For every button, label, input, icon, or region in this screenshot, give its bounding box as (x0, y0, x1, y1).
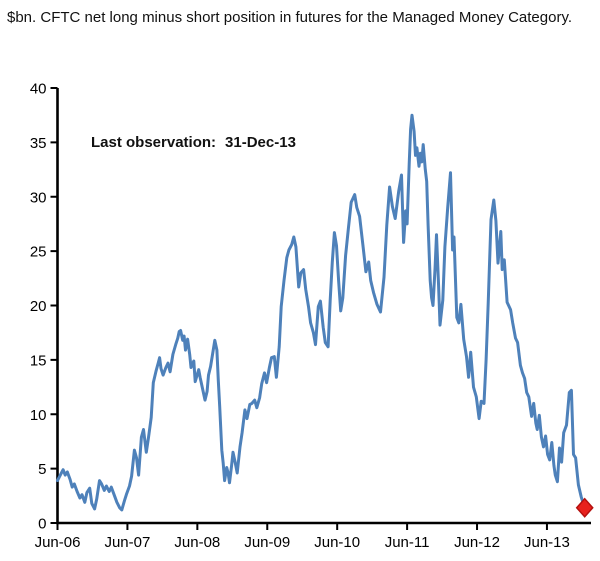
x-axis-ticks: Jun-06 Jun-07 Jun-08 Jun-09 Jun-10 Jun-11 Jun-… (35, 523, 570, 551)
y-tick-label: 15 (30, 352, 47, 369)
last-observation-annotation: Last observation: 31-Dec-13 (91, 134, 296, 151)
x-tick-label: Jun-13 (524, 534, 570, 551)
y-tick-label: 25 (30, 244, 47, 261)
last-observation-value: 31-Dec-13 (225, 134, 296, 151)
x-tick-label: Jun-09 (244, 534, 290, 551)
series-line (56, 113, 587, 512)
y-tick-label: 5 (38, 461, 46, 478)
y-tick-label: 35 (30, 135, 47, 152)
x-tick-label: Jun-07 (104, 534, 150, 551)
last-observation-label: Last observation: (91, 134, 217, 151)
axis-lines (56, 88, 591, 525)
y-tick-label: 40 (30, 81, 47, 98)
x-tick-label: Jun-12 (454, 534, 500, 551)
y-tick-label: 0 (38, 516, 46, 533)
y-tick-label: 20 (30, 298, 47, 315)
x-tick-label: Jun-06 (35, 534, 81, 551)
x-tick-label: Jun-08 (174, 534, 220, 551)
x-tick-label: Jun-11 (385, 534, 430, 551)
last-observation-diamond-icon (575, 497, 594, 518)
y-axis-ticks: 0 5 10 15 20 25 30 35 40 (30, 81, 58, 533)
y-tick-label: 10 (30, 407, 47, 424)
x-tick-label: Jun-10 (314, 534, 360, 551)
chart-title: $bn. CFTC net long minus short position … (7, 9, 573, 26)
y-tick-label: 30 (30, 189, 47, 206)
